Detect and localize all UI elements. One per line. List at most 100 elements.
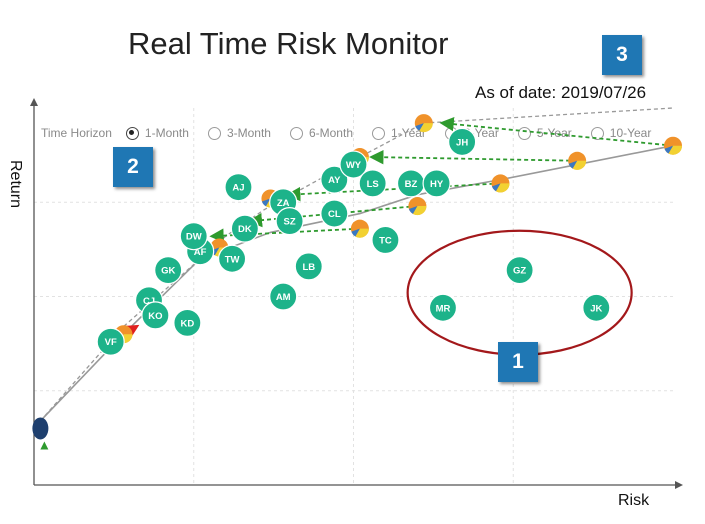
pie-slice-yellow	[495, 183, 510, 193]
y-axis-arrow	[30, 98, 38, 106]
callout-badge-1: 1	[498, 342, 538, 382]
pie-slice-blue	[415, 123, 424, 131]
horizon-option-3-month[interactable]: 3-Month	[207, 126, 271, 140]
asset-label: SZ	[284, 217, 296, 228]
asset-bubble	[320, 199, 349, 228]
asset-bubble	[339, 150, 368, 179]
portfolio-pie-marker	[568, 151, 587, 170]
asset-label: GK	[161, 266, 175, 277]
shift-arrow	[286, 182, 501, 202]
asset-bubble	[179, 222, 208, 251]
asset-label: TC	[379, 235, 392, 246]
radio-icon[interactable]	[372, 126, 385, 140]
pie-slice-yellow	[355, 228, 369, 238]
asset-point: KD	[173, 308, 202, 337]
asset-point: JH	[448, 127, 477, 157]
asset-bubble	[422, 169, 451, 198]
x-axis-label: Risk	[618, 492, 650, 509]
horizon-option-6-month[interactable]: 6-Month	[289, 126, 353, 140]
asset-point: HY	[422, 169, 451, 198]
asset-label: JK	[590, 303, 602, 314]
time-horizon-label: Time Horizon	[41, 126, 112, 140]
asset-bubble	[320, 165, 349, 194]
asset-point: JK	[582, 293, 611, 322]
asset-label: GZ	[513, 266, 526, 277]
asset-bubble	[269, 282, 298, 311]
asset-bubble	[294, 252, 323, 281]
asset-point: DW	[179, 222, 208, 251]
horizon-option-1-month[interactable]: 1-Month	[125, 126, 189, 140]
radio-icon[interactable]	[289, 126, 303, 140]
asset-label: KD	[180, 318, 194, 329]
asset-bubble	[505, 256, 534, 285]
asset-label: WY	[346, 160, 362, 171]
asset-label: KO	[148, 311, 162, 322]
asset-point: WY	[339, 150, 368, 179]
asset-bubble	[230, 214, 259, 243]
asset-label: AF	[194, 247, 207, 258]
radio-icon[interactable]	[517, 126, 531, 140]
asset-bubble	[173, 308, 202, 337]
callout-badge-2: 2	[113, 147, 153, 187]
callout-badge-3: 3	[602, 35, 642, 75]
asset-point: KO	[141, 301, 170, 330]
shift-arrow	[369, 150, 578, 165]
shift-arrow	[439, 116, 674, 147]
asset-label: CL	[328, 209, 341, 220]
asset-point: GK	[154, 256, 183, 285]
asset-point: CL	[320, 199, 349, 228]
asset-label: LS	[367, 179, 379, 190]
portfolio-pie-marker	[664, 136, 682, 155]
radio-icon[interactable]	[590, 126, 604, 140]
pie-slice-blue	[408, 206, 418, 214]
asset-bubble	[217, 244, 247, 273]
asset-label: VF	[105, 337, 117, 348]
x-axis-arrow	[675, 481, 683, 489]
horizon-option-label: 6-Month	[308, 126, 353, 140]
horizon-option-label: 3-Month	[226, 126, 271, 140]
asset-bubble	[96, 327, 125, 356]
asset-point: TW	[217, 244, 247, 273]
asset-bubble	[428, 293, 458, 322]
radio-icon[interactable]	[207, 126, 221, 140]
horizon-option-5-year[interactable]: 5-Year	[517, 126, 572, 140]
asset-point: LS	[358, 169, 387, 198]
pie-slice-yellow	[668, 145, 682, 155]
portfolio-pie-marker	[350, 219, 369, 238]
asset-label: BZ	[405, 179, 418, 190]
asset-point: DK	[230, 214, 259, 243]
radio-selected-icon[interactable]	[125, 126, 139, 140]
asset-point: VF	[96, 327, 125, 356]
horizon-option-label: 5-Year	[536, 126, 572, 140]
pie-slice-blue	[491, 183, 501, 192]
asset-bubble	[141, 301, 170, 330]
asset-label: HY	[430, 179, 444, 190]
asset-point: TC	[371, 225, 400, 255]
min-risk-marker	[32, 417, 49, 440]
asset-point: MR	[428, 293, 458, 322]
horizon-option-label: 1-Month	[144, 126, 189, 140]
portfolio-pie-marker	[414, 114, 433, 133]
portfolio-pie-marker	[408, 197, 427, 216]
horizon-option-10-year[interactable]: 10-Year	[590, 126, 651, 140]
asset-bubble	[358, 169, 387, 198]
pie-slice-blue	[664, 145, 673, 154]
pie-slice-yellow	[419, 123, 433, 133]
pie-slice-blue	[568, 160, 578, 169]
min-risk-arrow-icon	[40, 441, 49, 450]
asset-label: AM	[276, 292, 291, 303]
asset-label: JH	[456, 137, 468, 148]
asset-bubble	[371, 225, 400, 255]
asset-label: AY	[328, 175, 341, 186]
asset-bubble	[224, 173, 253, 202]
pie-slice-blue	[351, 228, 360, 237]
asset-point: AY	[320, 165, 349, 194]
asset-label: MR	[436, 303, 451, 314]
asset-point: AJ	[224, 173, 253, 202]
asset-label: DK	[238, 224, 252, 235]
portfolio-pie-marker	[491, 174, 510, 193]
asset-point: LB	[294, 252, 323, 281]
asset-point: AM	[269, 282, 298, 311]
asset-label: DW	[186, 232, 202, 243]
